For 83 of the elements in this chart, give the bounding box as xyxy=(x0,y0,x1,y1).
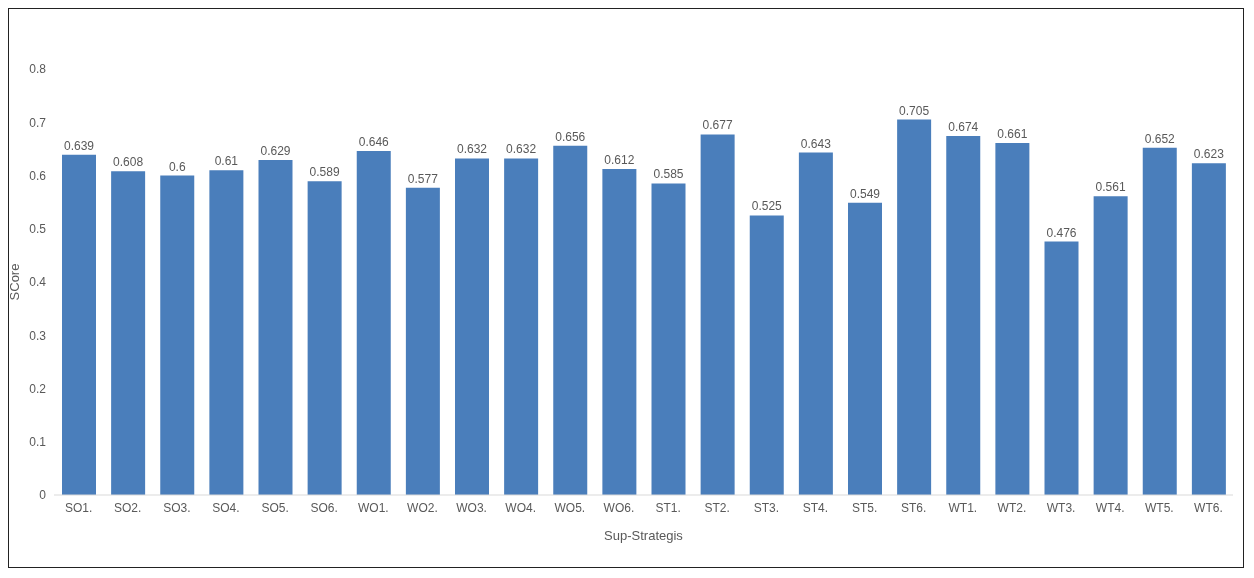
bar xyxy=(995,143,1030,495)
bar xyxy=(749,215,784,495)
data-label: 0.639 xyxy=(63,138,95,153)
y-tick-label: 0.6 xyxy=(29,168,47,183)
x-tick-label: ST4. xyxy=(802,500,829,515)
data-label: 0.623 xyxy=(1193,147,1225,162)
bar xyxy=(455,158,489,495)
x-tick-label: ST1. xyxy=(655,500,681,515)
bar xyxy=(700,134,735,495)
x-tick-label: WT3. xyxy=(1046,500,1076,515)
x-tick-label: SO5. xyxy=(261,500,289,515)
data-label: 0.629 xyxy=(260,144,291,159)
bar xyxy=(209,170,244,495)
x-tick-label: ST3. xyxy=(753,500,779,515)
bar xyxy=(307,181,342,495)
data-label: 0.643 xyxy=(800,136,832,151)
y-tick-label: 0.4 xyxy=(29,275,47,290)
data-label: 0.652 xyxy=(1144,131,1176,146)
y-tick-label: 0.5 xyxy=(29,222,47,237)
y-tick-label: 0 xyxy=(39,488,47,503)
data-label: 0.6 xyxy=(168,159,186,174)
data-label: 0.677 xyxy=(702,118,733,133)
x-axis-title: Sup-Strategis xyxy=(604,528,684,543)
bar xyxy=(553,145,588,495)
x-tick-label: SO1. xyxy=(64,500,93,515)
data-label: 0.525 xyxy=(751,199,783,214)
data-label: 0.476 xyxy=(1046,225,1077,240)
x-tick-label: SO3. xyxy=(163,500,191,515)
data-label: 0.705 xyxy=(899,103,930,118)
x-tick-label: SO6. xyxy=(310,500,338,515)
y-tick-label: 0.3 xyxy=(29,328,47,343)
bar xyxy=(798,152,833,495)
x-tick-label: ST6. xyxy=(901,500,927,515)
data-label: 0.656 xyxy=(555,129,586,144)
y-axis-title: SCore xyxy=(6,263,22,301)
bar xyxy=(504,158,539,495)
bar xyxy=(160,175,195,495)
x-tick-label: SO4. xyxy=(212,500,240,515)
bar xyxy=(258,160,293,495)
x-tick-label: WO3. xyxy=(456,500,487,515)
y-tick-label: 0.8 xyxy=(29,62,47,77)
x-tick-label: WT5. xyxy=(1144,500,1174,515)
y-tick-label: 0.1 xyxy=(29,435,47,450)
x-tick-label: WT1. xyxy=(948,500,978,515)
x-tick-label: WO6. xyxy=(603,500,635,515)
x-tick-label: WO4. xyxy=(505,500,537,515)
data-label: 0.61 xyxy=(214,154,239,169)
data-label: 0.549 xyxy=(849,186,881,201)
bar xyxy=(405,187,440,495)
x-tick-label: WO1. xyxy=(357,500,389,515)
data-label: 0.661 xyxy=(997,127,1028,142)
bar xyxy=(1142,147,1177,495)
data-label: 0.612 xyxy=(604,153,635,168)
bar xyxy=(602,169,637,495)
x-tick-label: WO2. xyxy=(407,500,438,515)
x-tick-label: ST2. xyxy=(704,500,730,515)
bar xyxy=(651,183,686,495)
bar xyxy=(111,171,146,495)
data-label: 0.632 xyxy=(506,142,537,157)
data-label: 0.632 xyxy=(456,142,488,157)
bar xyxy=(356,151,391,495)
data-label: 0.589 xyxy=(309,165,340,180)
bar xyxy=(62,154,96,495)
data-label: 0.561 xyxy=(1095,180,1126,195)
bar xyxy=(1093,196,1128,495)
bar xyxy=(848,202,882,495)
data-label: 0.646 xyxy=(358,135,390,150)
x-tick-label: SO2. xyxy=(114,500,142,515)
x-tick-label: WT2. xyxy=(997,500,1027,515)
x-tick-label: WT6. xyxy=(1194,500,1223,515)
x-tick-label: WT4. xyxy=(1095,500,1125,515)
bar xyxy=(897,119,932,495)
bar xyxy=(1191,163,1226,495)
data-label: 0.585 xyxy=(653,167,684,182)
x-tick-label: WO5. xyxy=(554,500,586,515)
y-tick-label: 0.2 xyxy=(29,381,47,396)
x-tick-label: ST5. xyxy=(851,500,878,515)
data-label: 0.577 xyxy=(407,171,439,186)
y-tick-label: 0.7 xyxy=(29,115,47,130)
data-label: 0.608 xyxy=(113,155,144,170)
bar xyxy=(1044,241,1079,495)
data-label: 0.674 xyxy=(948,120,979,135)
bar xyxy=(946,136,981,495)
